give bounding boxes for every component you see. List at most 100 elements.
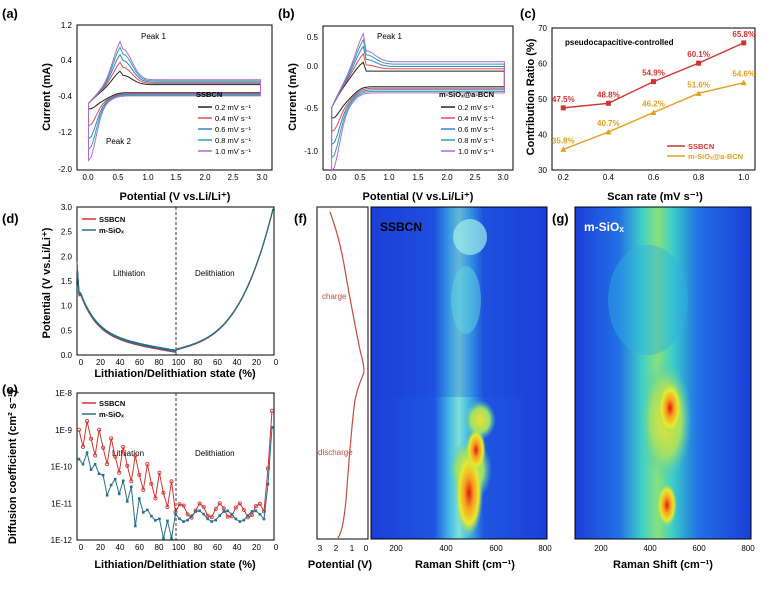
data-point: [129, 485, 133, 489]
charge-label-f: charge: [322, 292, 347, 301]
data-point: [230, 512, 234, 516]
diffusion-line-1: [78, 410, 273, 519]
data-point: [269, 408, 274, 413]
tick-label: -0.5: [304, 104, 318, 113]
tick-label: 80: [194, 358, 203, 367]
tick-label: -1.0: [304, 147, 318, 156]
heatmap-spot: [657, 483, 677, 527]
tick-label: 80: [194, 543, 203, 552]
data-point: [266, 482, 270, 486]
tick-label: 0.5: [61, 326, 73, 335]
data-point: [257, 501, 262, 506]
tick-label: 0: [79, 543, 84, 552]
data-point: [93, 453, 98, 458]
tick-label: 60: [213, 543, 222, 552]
data-point: [121, 479, 125, 483]
data-point: [129, 479, 134, 484]
data-point: [113, 454, 118, 459]
data-label: 35.8%: [552, 136, 575, 145]
data-point: [149, 481, 154, 486]
tick-label: 1.0: [738, 173, 750, 182]
legend-e: SSBCN m-SiOₓ: [82, 399, 125, 419]
data-point: [138, 497, 141, 500]
data-point: [254, 509, 258, 513]
data-point: [109, 436, 114, 441]
tick-label: 0.4: [603, 173, 615, 182]
axes-frame-d: [76, 206, 275, 356]
data-label: 60.1%: [687, 50, 710, 59]
x-ticks-b: 0.0 0.5 1.0 1.5 2.0 2.5 3.0: [325, 173, 509, 182]
raman-map-f: [370, 206, 548, 540]
data-point: [197, 501, 202, 506]
tick-label: 600: [489, 544, 503, 553]
tick-label: 1.0: [383, 173, 395, 182]
tick-label: 0: [274, 543, 279, 552]
legend-entry: 0.6 mV s⁻¹: [215, 125, 252, 134]
series-line-2: [563, 81, 744, 151]
data-label: 51.6%: [687, 80, 710, 89]
peak1-label-a: Peak 1: [141, 32, 166, 41]
tick-label: 2.0: [441, 173, 453, 182]
data-point: [117, 470, 122, 475]
sample-label-f: SSBCN: [380, 220, 422, 234]
data-point: [174, 512, 177, 516]
x-ticks-a: 0.0 0.5 1.0 1.5 2.0 2.5 3.0: [82, 173, 268, 182]
tick-label: 1.5: [61, 277, 73, 286]
data-point: [186, 518, 189, 522]
data-point: [249, 513, 254, 518]
y-axis-label-d: Potential (V vs.Li/Li⁺): [41, 227, 53, 338]
cv-series-5: [88, 40, 261, 162]
tick-label: 0.0: [307, 62, 319, 71]
data-point: [162, 536, 165, 540]
heatmap-spot: [466, 428, 486, 472]
tick-label: 60: [135, 543, 144, 552]
data-label: 48.8%: [597, 90, 620, 99]
data-point: [142, 511, 145, 514]
data-point: [242, 518, 246, 522]
data-point: [205, 513, 210, 518]
panel-b: (b) 0.5 0.0 -0.5 -1.0 0.0 0.5 1.0 1.5 2.…: [278, 6, 514, 203]
data-point: [181, 503, 186, 508]
heatmap-spot: [453, 219, 487, 255]
data-point: [89, 436, 94, 441]
tick-label: -1.2: [58, 128, 72, 137]
pot-ticks-f: 3 2 1 0: [318, 544, 369, 553]
tick-label: 0.0: [61, 351, 73, 360]
data-point: [89, 468, 93, 471]
data-point: [605, 100, 611, 106]
y-axis-label-a: Current (mA): [41, 63, 53, 131]
plot-area-c: 47.5% 48.8% 54.9% 60.1% 65.8% 35.8% 40.7% 46.2%…: [552, 30, 755, 152]
panel-label-g: (g): [552, 211, 569, 226]
data-point: [117, 492, 121, 496]
heatmap-spot: [608, 245, 688, 355]
tick-label: 40: [116, 543, 125, 552]
tick-label: 0.2: [558, 173, 570, 182]
data-point: [246, 514, 250, 517]
data-point: [234, 517, 238, 521]
tick-label: 400: [439, 544, 453, 553]
data-point: [101, 473, 105, 477]
heatmap-frame-g: [574, 206, 752, 540]
tick-label: 20: [96, 358, 105, 367]
data-point: [270, 426, 274, 429]
tick-label: -0.4: [58, 92, 72, 101]
tick-label: 1E-8: [55, 389, 72, 398]
data-point: [262, 517, 266, 521]
tick-label: 2: [334, 544, 339, 553]
data-point: [141, 487, 146, 492]
data-point: [226, 509, 230, 513]
tick-label: 400: [643, 544, 657, 553]
chart-title-c: pseudocapacitive-controlled: [565, 38, 674, 47]
tick-label: 100: [172, 358, 186, 367]
data-point: [97, 472, 101, 476]
data-point: [253, 504, 258, 509]
data-point: [650, 109, 657, 115]
curves-e: [77, 408, 274, 540]
tick-label: 30: [538, 166, 547, 175]
panel-label-d: (d): [2, 211, 19, 226]
tick-label: 0: [364, 544, 369, 553]
data-point: [238, 520, 242, 523]
legend-entry: 0.8 mV s⁻¹: [458, 136, 495, 145]
legend-entry: m-SiOₓ@a-BCN: [688, 152, 743, 161]
